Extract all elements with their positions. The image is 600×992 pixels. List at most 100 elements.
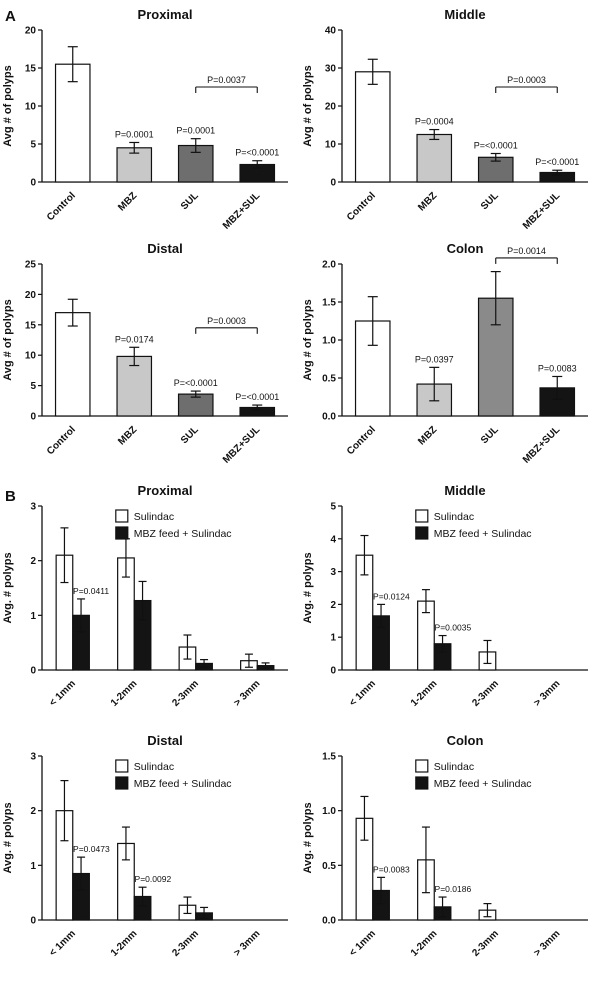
y-axis-label: Avg # of polyps <box>302 65 314 147</box>
bar <box>54 312 91 417</box>
p-value-label: P=<0.0001 <box>474 141 518 151</box>
chart-b-middle: Middle Avg. # polyps 0 1 2 3 4 5 P=0.0124 P=0.003… <box>302 483 588 709</box>
p-value-label: P=0.0037 <box>207 75 246 85</box>
p-value-label: P=0.0014 <box>507 246 546 256</box>
panel-a-label: A <box>5 8 16 25</box>
bar <box>354 71 391 183</box>
chart-title: Distal <box>147 241 182 256</box>
panel-a: A Proximal Avg # of polyps 0 5 10 15 20 P=0.000… <box>0 0 600 472</box>
y-tick-label: 10 <box>325 140 337 151</box>
x-tick-label: < 1mm <box>47 678 77 708</box>
legend-label: MBZ feed + Sulindac <box>134 778 232 790</box>
x-tick-label: 2-3mm <box>170 928 201 959</box>
p-value-label: P=0.0411 <box>73 586 109 596</box>
y-tick-label: 2 <box>30 556 36 567</box>
p-value-label: P=0.0083 <box>538 363 577 373</box>
x-tick-label: MBZ+SUL <box>221 190 262 231</box>
y-tick-label: 4 <box>330 534 336 545</box>
y-tick-label: 0 <box>330 666 336 677</box>
y-tick-label: 0 <box>30 916 36 927</box>
x-tick-label: SUL <box>179 424 201 446</box>
y-tick-label: 20 <box>25 26 37 37</box>
y-tick-label: 1.0 <box>322 336 336 347</box>
x-tick-label: 1-2mm <box>109 678 140 709</box>
x-tick-label: MBZ+SUL <box>521 424 562 465</box>
legend-label: MBZ feed + Sulindac <box>434 778 532 790</box>
legend-swatch <box>115 759 129 773</box>
y-tick-label: 2.0 <box>322 260 336 271</box>
chart-a-distal: Distal Avg # of polyps 0 5 10 15 20 25 P=0.0174 P… <box>2 241 288 466</box>
y-tick-label: 1.0 <box>322 806 336 817</box>
y-tick-label: 20 <box>325 102 337 113</box>
x-tick-label: Control <box>45 424 78 457</box>
chart-a-proximal: Proximal Avg # of polyps 0 5 10 15 20 P=0.0001 P… <box>2 7 288 232</box>
p-value-label: P=0.0092 <box>135 874 172 884</box>
bar <box>54 63 91 183</box>
chart-title: Distal <box>147 733 182 748</box>
chart-title: Middle <box>444 7 485 22</box>
chart-b-proximal: Proximal Avg. # polyps 0 1 2 3 P=0.0411 Sulinda… <box>2 483 288 709</box>
legend-label: Sulindac <box>434 511 474 523</box>
chart-title: Proximal <box>138 7 193 22</box>
legend-swatch <box>115 526 129 540</box>
legend-swatch <box>115 776 129 790</box>
y-tick-label: 1 <box>30 861 36 872</box>
chart-title: Colon <box>447 733 484 748</box>
x-tick-label: MBZ <box>116 424 139 447</box>
panel-a-chart-grid: Proximal Avg # of polyps 0 5 10 15 20 P=0.0001 P… <box>0 4 600 472</box>
p-value-label: P=<0.0001 <box>174 378 218 388</box>
y-tick-label: 0 <box>330 178 336 189</box>
x-tick-label: MBZ <box>416 424 439 447</box>
bar <box>416 133 453 183</box>
y-tick-label: 1 <box>330 633 336 644</box>
p-value-label: P=0.0124 <box>373 591 410 601</box>
y-tick-label: 5 <box>330 502 336 513</box>
chart-b-distal: Distal Avg. # polyps 0 1 2 3 P=0.0473 P=0.0092 S… <box>2 733 288 959</box>
y-axis-label: Avg # of polyps <box>2 299 14 381</box>
y-tick-label: 0.0 <box>322 412 336 423</box>
x-tick-label: > 3mm <box>532 928 562 958</box>
x-tick-label: < 1mm <box>347 928 377 958</box>
y-tick-label: 10 <box>25 351 37 362</box>
y-tick-label: 3 <box>30 752 36 763</box>
p-value-label: P=0.0003 <box>507 75 546 85</box>
y-tick-label: 0.5 <box>322 374 336 385</box>
y-axis-label: Avg. # polyps <box>302 552 314 623</box>
p-value-label: P=0.0397 <box>415 354 454 364</box>
chart-title: Middle <box>444 483 485 498</box>
y-axis-label: Avg # of polyps <box>2 65 14 147</box>
y-tick-label: 0.5 <box>322 861 336 872</box>
x-tick-label: MBZ+SUL <box>521 190 562 231</box>
panel-b-label: B <box>5 488 16 505</box>
x-tick-label: MBZ+SUL <box>221 424 262 465</box>
chart-title: Colon <box>447 241 484 256</box>
x-tick-label: SUL <box>479 190 501 212</box>
y-axis-label: Avg. # polyps <box>2 552 14 623</box>
y-tick-label: 1.5 <box>322 298 336 309</box>
p-value-label: P=<0.0001 <box>235 148 279 158</box>
y-tick-label: 2 <box>30 806 36 817</box>
x-tick-label: MBZ <box>416 190 439 213</box>
p-value-label: P=0.0083 <box>373 864 410 874</box>
y-tick-label: 20 <box>25 290 37 301</box>
x-tick-label: > 3mm <box>232 678 262 708</box>
p-value-label: P=0.0035 <box>435 623 472 633</box>
y-tick-label: 5 <box>30 140 36 151</box>
legend-label: MBZ feed + Sulindac <box>434 528 532 540</box>
y-tick-label: 30 <box>325 64 337 75</box>
legend-swatch <box>415 526 429 540</box>
legend-swatch <box>415 776 429 790</box>
x-tick-label: Control <box>45 190 78 223</box>
y-tick-label: 1 <box>30 611 36 622</box>
y-axis-label: Avg # of polyps <box>302 299 314 381</box>
x-tick-label: 1-2mm <box>409 678 440 709</box>
p-value-label: P=0.0186 <box>435 884 472 894</box>
x-tick-label: SUL <box>179 190 201 212</box>
p-value-label: P=0.0003 <box>207 316 246 326</box>
chart-a-middle: Middle Avg # of polyps 0 10 20 30 40 P=0.0004 P=… <box>302 7 588 232</box>
bar <box>116 355 153 417</box>
x-tick-label: 2-3mm <box>470 928 501 959</box>
legend-label: Sulindac <box>434 761 474 773</box>
x-tick-label: Control <box>345 190 378 223</box>
